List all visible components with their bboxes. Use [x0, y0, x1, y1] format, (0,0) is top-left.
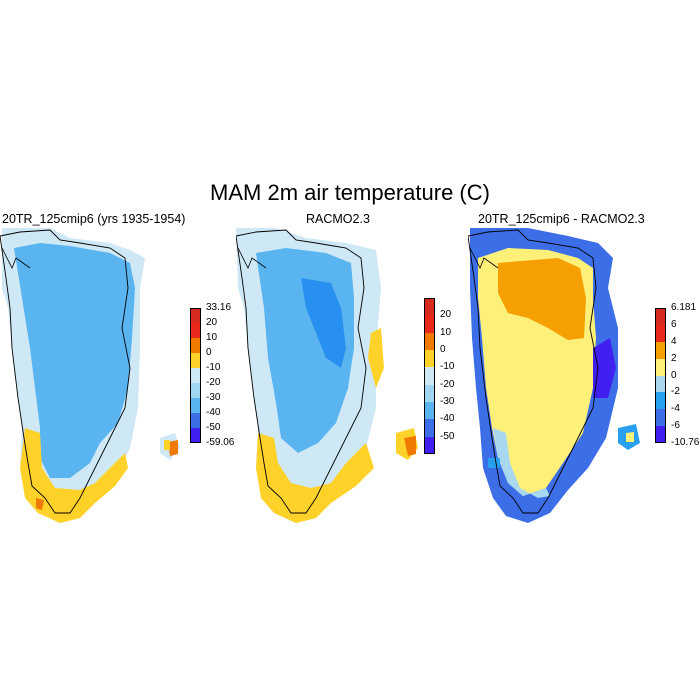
colorbar-swatch [190, 428, 201, 443]
colorbar-label: -30 [440, 396, 455, 407]
colorbar-label: 0 [440, 344, 446, 355]
coastline-northwest [469, 247, 499, 269]
colorbar-swatch [655, 375, 666, 393]
east-edge [593, 338, 616, 398]
colorbar-swatch [655, 324, 666, 342]
map-panel-1 [0, 228, 180, 523]
map-panel-3 [468, 228, 640, 523]
coastal-warm [256, 433, 374, 523]
warm-patch [36, 498, 44, 510]
colorbar-swatch [424, 315, 435, 333]
colorbar-label: 0 [671, 369, 677, 381]
colorbar-swatch [190, 338, 201, 353]
panel-3-title: 20TR_125cmip6 - RACMO2.3 [478, 212, 645, 226]
east-coast-warm [368, 328, 384, 388]
ice-sheet-core [301, 278, 346, 368]
colorbar-label: -10 [440, 361, 455, 373]
colorbar-label: -6 [671, 420, 680, 432]
coastline [468, 229, 599, 514]
coastline [236, 229, 367, 514]
panel-1-title: 20TR_125cmip6 (yrs 1935-1954) [2, 212, 186, 226]
colorbar-label: -4 [671, 403, 680, 415]
coastline [0, 229, 131, 514]
colorbar-panel-1: 33.16 20 10 0 -10 -20 -30 -40 -50 -59.06 [190, 303, 250, 448]
colorbar-label: -40 [206, 407, 221, 418]
colorbar-swatch [190, 368, 201, 383]
colorbar-label: 20 [440, 309, 452, 321]
colorbar-swatch [655, 426, 666, 443]
colorbar-label: 20 [206, 317, 218, 328]
ice-sheet-interior [14, 243, 135, 478]
figure-title: MAM 2m air temperature (C) [210, 180, 490, 205]
colorbar-label: 10 [440, 326, 452, 338]
colorbar-label: 10 [206, 332, 218, 343]
colorbar-swatch [424, 419, 435, 437]
coastline-northwest [237, 247, 267, 269]
colorbar-label: -20 [440, 378, 455, 390]
colorbar-swatch [655, 341, 666, 359]
colorbar-swatch [190, 383, 201, 398]
colorbar-swatch [190, 398, 201, 413]
colorbar-label: -2 [671, 386, 680, 398]
colorbar-swatch [190, 323, 201, 338]
map-panel-2 [236, 228, 418, 523]
colorbar-label: -50 [206, 422, 221, 433]
iceland-warm [404, 436, 416, 456]
colorbar-swatch [424, 298, 435, 316]
colorbar-label: 33.16 [206, 302, 232, 313]
colorbar-swatch [655, 308, 666, 325]
coastal-warm [20, 428, 128, 523]
colorbar-swatch [424, 367, 435, 385]
colorbar-swatch [424, 350, 435, 368]
colorbar-frame [655, 308, 666, 443]
colorbar-label: -10 [206, 362, 221, 373]
colorbar-swatch [190, 413, 201, 428]
colorbar-label: 6.181 [671, 302, 697, 313]
iceland-warm [168, 440, 178, 456]
iceland-mid [164, 440, 170, 450]
colorbar-label: -10.768 [671, 437, 700, 448]
panel-2-title: RACMO2.3 [306, 212, 370, 226]
colorbar-panel-3: 6.181 6 4 2 0 -2 -4 -6 -10.768 [655, 303, 700, 448]
colorbar-swatch [655, 409, 666, 427]
ice-sheet-north-warm [498, 258, 586, 340]
colorbar-swatch [424, 332, 435, 350]
map-fill-outer [2, 228, 180, 523]
colorbar-label: -59.06 [206, 437, 235, 448]
colorbar-label: 4 [671, 335, 677, 347]
colorbar-swatch [424, 384, 435, 402]
colorbar-label: 0 [206, 347, 212, 358]
colorbar-swatch [655, 392, 666, 410]
south-light [493, 428, 550, 498]
colorbar-panel-2: 20 10 0 -10 -20 -30 -40 -50 [424, 298, 484, 454]
colorbar-label: 2 [671, 352, 677, 364]
colorbar-label: -50 [440, 430, 455, 442]
colorbar-swatch [424, 402, 435, 420]
colorbar-frame [424, 298, 435, 454]
colorbar-label: -30 [206, 392, 221, 403]
colorbar-swatch [190, 353, 201, 368]
colorbar-swatch [190, 308, 201, 323]
iceland-yellow [626, 432, 634, 442]
colorbar-label: 6 [671, 318, 677, 330]
coastline-northwest [1, 247, 31, 269]
blue-patch [488, 458, 500, 468]
colorbar-label: -40 [440, 413, 455, 425]
colorbar-swatch [424, 436, 435, 454]
colorbar-label: -20 [206, 377, 221, 388]
colorbar-swatch [655, 358, 666, 376]
colorbar-frame [190, 308, 201, 443]
